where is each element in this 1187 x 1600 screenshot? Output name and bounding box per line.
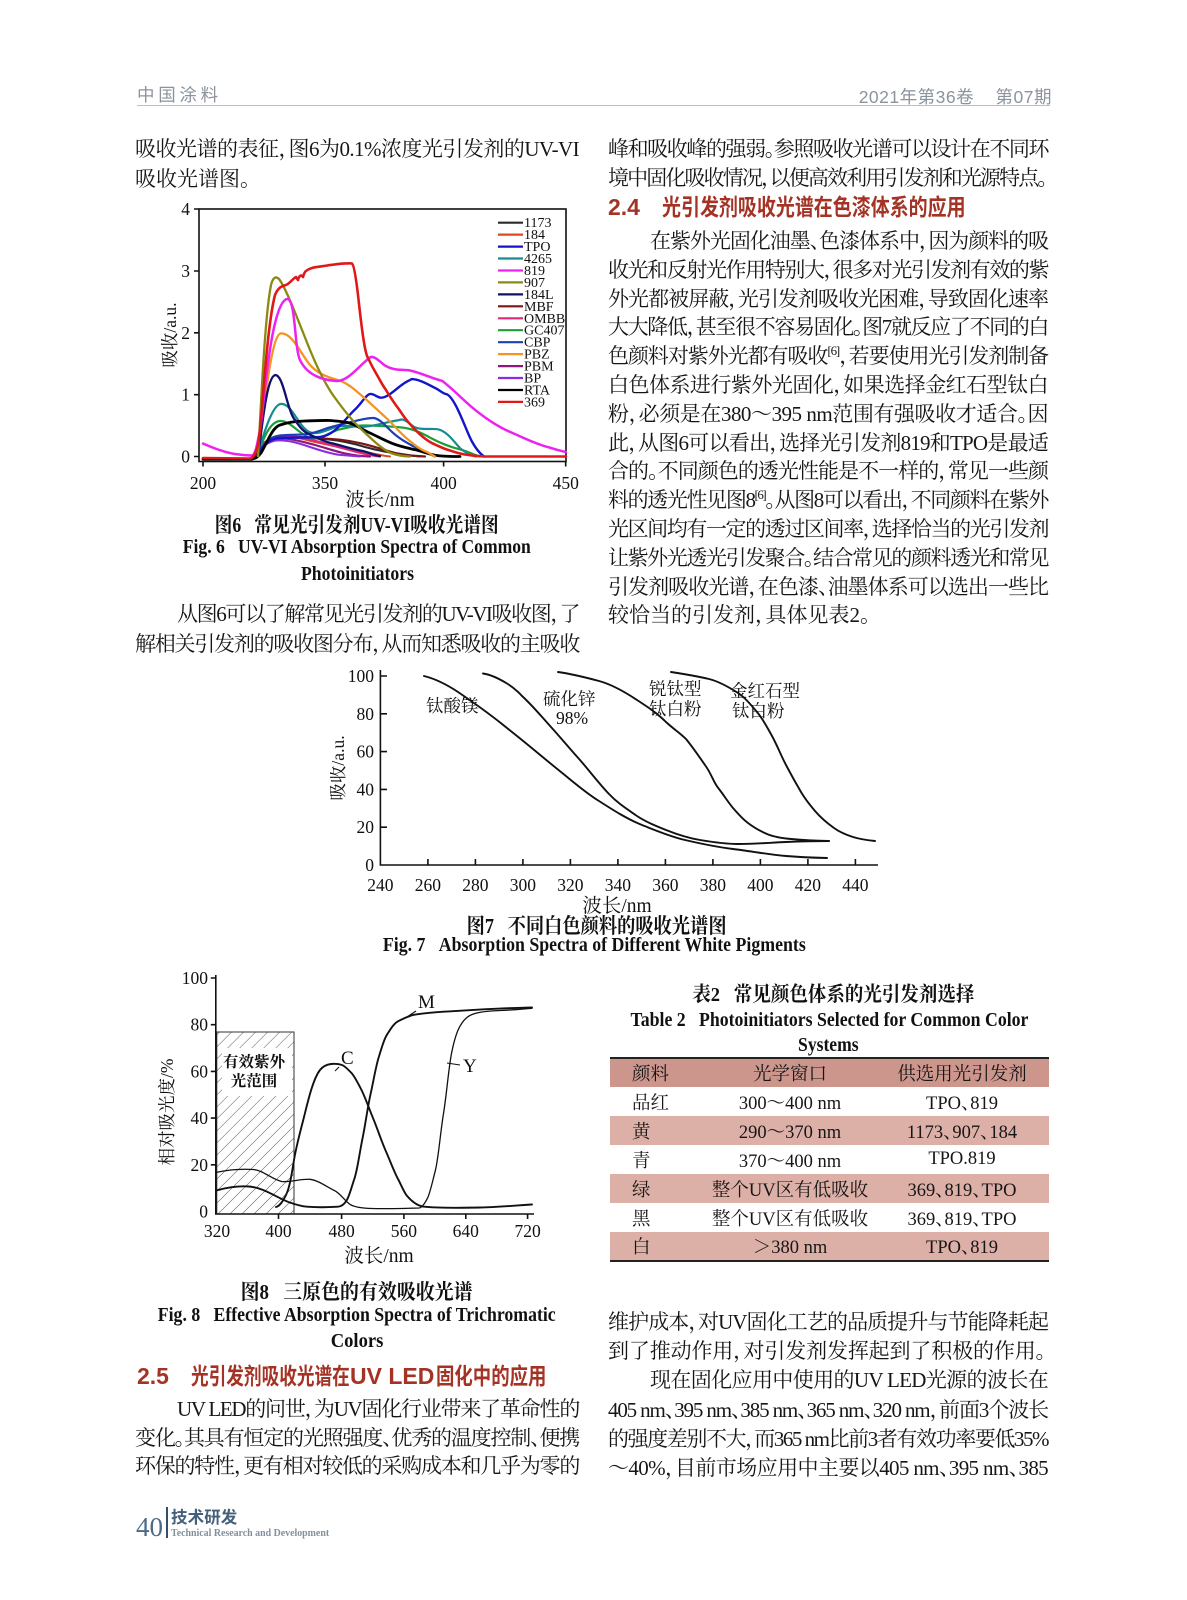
svg-text:PBM: PBM (524, 360, 554, 375)
svg-text:锐钛型: 锐钛型 (649, 679, 702, 699)
svg-text:40: 40 (357, 779, 375, 799)
svg-text:金红石型: 金红石型 (730, 681, 800, 701)
svg-text:819: 819 (524, 264, 545, 279)
svg-text:GC407: GC407 (524, 324, 564, 339)
svg-text:1: 1 (181, 385, 190, 405)
svg-text:CBP: CBP (524, 336, 551, 351)
svg-text:480: 480 (328, 1221, 355, 1241)
svg-text:RTA: RTA (524, 384, 551, 399)
svg-text:OMBB: OMBB (524, 312, 565, 327)
svg-text:440: 440 (842, 875, 869, 895)
svg-text:4: 4 (181, 200, 190, 219)
svg-text:560: 560 (391, 1221, 418, 1241)
svg-text:吸收/a.u.: 吸收/a.u. (330, 735, 348, 800)
svg-text:907: 907 (524, 276, 545, 291)
svg-text:280: 280 (462, 875, 489, 895)
svg-text:240: 240 (367, 875, 394, 895)
svg-text:60: 60 (357, 742, 375, 762)
svg-text:640: 640 (453, 1221, 480, 1241)
svg-text:80: 80 (357, 704, 375, 724)
svg-text:吸收/a.u.: 吸收/a.u. (160, 302, 180, 367)
svg-text:光范围: 光范围 (231, 1071, 278, 1090)
svg-text:0: 0 (199, 1202, 208, 1222)
svg-text:80: 80 (191, 1015, 209, 1035)
svg-text:98%: 98% (556, 708, 588, 728)
svg-text:C: C (341, 1048, 354, 1069)
svg-text:450: 450 (553, 473, 580, 493)
svg-text:Y: Y (463, 1056, 477, 1077)
svg-text:硫化锌: 硫化锌 (543, 689, 596, 709)
svg-text:3: 3 (181, 261, 190, 281)
svg-text:M: M (418, 992, 435, 1013)
svg-text:350: 350 (312, 473, 339, 493)
svg-text:PBZ: PBZ (524, 348, 550, 363)
svg-text:300: 300 (510, 875, 537, 895)
svg-text:钛白粉: 钛白粉 (732, 701, 785, 721)
svg-text:4265: 4265 (524, 252, 552, 267)
svg-text:720: 720 (514, 1221, 541, 1241)
svg-text:260: 260 (415, 875, 442, 895)
svg-text:200: 200 (190, 473, 217, 493)
svg-text:380: 380 (700, 875, 727, 895)
svg-text:369: 369 (524, 395, 545, 410)
svg-text:100: 100 (182, 968, 209, 988)
svg-text:340: 340 (605, 875, 632, 895)
svg-text:320: 320 (204, 1221, 231, 1241)
svg-text:320: 320 (557, 875, 584, 895)
svg-text:钛白粉: 钛白粉 (649, 699, 702, 719)
svg-text:20: 20 (357, 817, 375, 837)
svg-text:20: 20 (191, 1155, 209, 1175)
svg-text:相对吸光度/%: 相对吸光度/% (157, 1059, 177, 1166)
svg-text:MBF: MBF (524, 300, 554, 315)
svg-text:400: 400 (430, 473, 457, 493)
svg-text:波长/nm: 波长/nm (582, 895, 651, 917)
svg-text:360: 360 (652, 875, 679, 895)
svg-text:0: 0 (181, 447, 190, 467)
svg-text:钛酸镁: 钛酸镁 (426, 696, 479, 716)
svg-text:100: 100 (348, 666, 375, 686)
svg-text:400: 400 (265, 1221, 292, 1241)
svg-text:400: 400 (747, 875, 774, 895)
svg-text:184L: 184L (524, 288, 554, 303)
svg-text:184: 184 (524, 228, 545, 243)
svg-text:2: 2 (181, 323, 190, 343)
svg-text:波长/nm: 波长/nm (345, 489, 414, 511)
svg-text:0: 0 (365, 855, 374, 875)
svg-text:1173: 1173 (524, 216, 551, 231)
svg-text:波长/nm: 波长/nm (344, 1245, 413, 1265)
svg-text:420: 420 (795, 875, 822, 895)
svg-text:TPO: TPO (524, 240, 550, 255)
svg-text:60: 60 (191, 1061, 209, 1081)
svg-text:BP: BP (524, 372, 541, 387)
svg-text:有效紫外: 有效紫外 (223, 1052, 287, 1071)
svg-text:40: 40 (191, 1108, 209, 1128)
